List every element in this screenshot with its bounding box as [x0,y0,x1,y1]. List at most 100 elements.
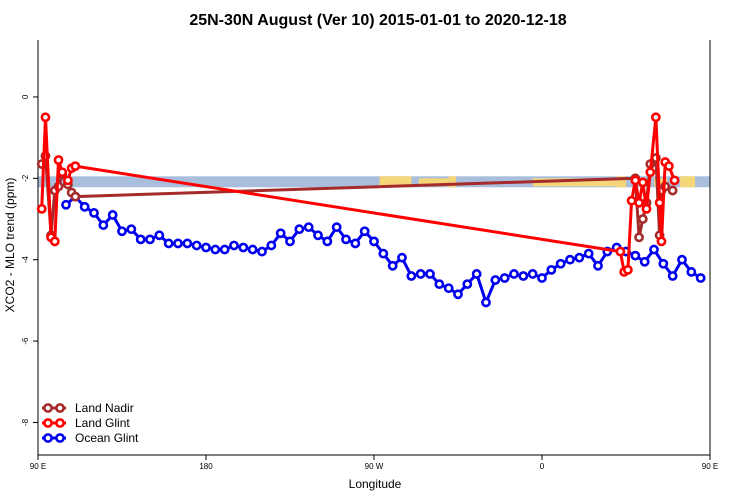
data-point [406,271,417,281]
data-point [615,246,626,257]
data-point [641,203,652,214]
data-point [57,167,68,178]
data-point [126,224,137,235]
data-point [359,226,370,237]
data-point [639,256,650,267]
data-point [518,271,529,281]
legend-swatch-marker [55,433,65,443]
data-point [313,230,323,241]
data-point [415,269,426,279]
data-point [471,269,482,279]
data-point [677,254,687,265]
data-point [219,244,230,255]
legend-swatch-marker [43,433,53,443]
data-point [634,197,644,208]
data-point [650,112,661,123]
data-point [98,220,109,231]
land-band-segment [379,176,412,188]
data-point [630,250,641,261]
data-point [294,224,305,235]
data-point [462,279,473,290]
y-tick-label: -2 [21,174,30,182]
data-point [257,246,267,257]
data-point [49,236,60,247]
data-point [656,236,667,247]
x-axis-label: Longitude [349,477,402,491]
data-point [36,203,47,214]
data-point [182,238,193,249]
legend-swatch-marker [55,403,65,413]
legend-swatch-marker [43,418,53,428]
y-tick-label: 0 [21,94,30,99]
data-point [490,275,501,285]
data-point [654,197,665,208]
data-point [425,269,435,279]
data-point [145,234,155,245]
land-band-segment [616,176,626,188]
data-point [622,264,633,275]
data-point [667,185,678,196]
series-line [40,154,674,239]
data-point [350,238,361,249]
data-point [154,230,165,241]
data-point [686,267,697,277]
land-band-segment [654,178,668,187]
data-point [322,236,333,247]
data-point [481,297,491,308]
land-band-segment [418,178,449,187]
land-band-segment [532,178,617,187]
data-point [61,199,71,210]
data-point [210,244,221,255]
data-point [695,273,706,283]
y-axis-label: XCO2 - MLO trend (ppm) [3,178,17,313]
y-tick-label: -4 [21,256,30,264]
legend-label: Ocean Glint [75,431,139,445]
data-point [229,240,239,251]
x-tick-label: 180 [199,462,213,471]
data-point [565,254,575,265]
x-tick-label: 0 [540,462,545,471]
land-band-segment [680,176,696,188]
legend-swatch-marker [55,418,65,428]
data-point [658,258,669,269]
data-point [669,175,680,186]
data-point [238,242,249,253]
data-point [574,252,585,263]
data-point [397,252,407,263]
data-point [117,226,127,237]
data-point [53,155,64,165]
plot-area: 90 E 180 90 W 0 90 E 0 -2 -4 -6 -8 [21,40,718,471]
ocean-band [38,176,710,188]
data-point [637,214,648,224]
data-point [331,222,342,233]
data-point [369,236,379,247]
data-point [163,238,174,249]
data-point [537,273,547,283]
legend-swatch-marker [43,403,53,413]
data-point [509,269,519,279]
data-point [453,289,463,300]
data-point [634,232,644,243]
data-point [527,269,538,279]
chart-title: 25N-30N August (Ver 10) 2015-01-01 to 20… [189,12,566,29]
data-point [637,177,648,188]
x-tick-label: 90 E [30,462,46,471]
data-point [173,238,183,249]
data-point [79,201,90,212]
data-point [191,240,202,251]
data-point [378,248,389,259]
data-point [630,175,641,186]
y-tick-label: -8 [21,418,30,426]
data-point [667,271,678,281]
data-point [89,208,99,218]
data-point [70,161,81,172]
legend-item: Land Glint [42,416,130,430]
data-point [70,191,81,202]
series-land-glint [36,112,680,277]
data-point [645,167,656,178]
data-point [593,260,603,271]
legend-label: Land Glint [75,416,130,430]
legend-item: Land Nadir [42,401,134,415]
